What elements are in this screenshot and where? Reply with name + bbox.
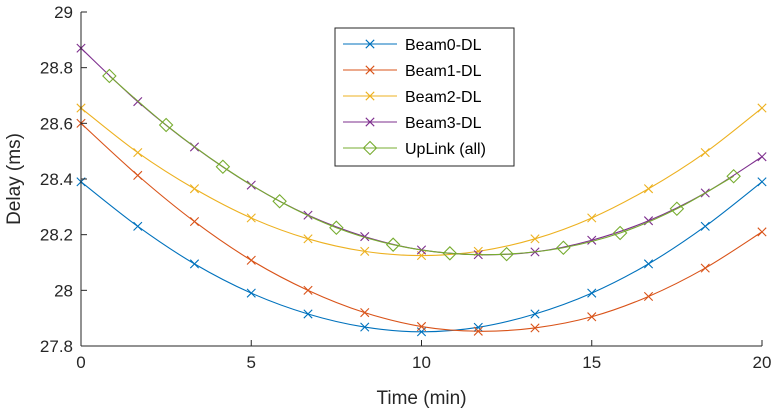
data-point-uplink-all [556, 240, 571, 256]
legend-label-beam3-dl: Beam3-DL [405, 115, 482, 132]
data-point-uplink-all [215, 159, 231, 175]
x-tick-label: 10 [412, 353, 431, 372]
data-point-beam2-dl [757, 103, 767, 113]
data-point-beam1-dl [133, 170, 143, 180]
axes-layer: 0 5 10 15 20 27.8 28 28.2 28.4 28.6 28.8 29 [40, 3, 772, 372]
x-tick-label: 0 [76, 353, 85, 372]
y-tick-label: 28.2 [40, 226, 73, 245]
data-point-uplink-all [272, 193, 287, 209]
data-point-beam2-dl [700, 147, 710, 158]
legend: Beam0-DL Beam1-DL Beam2-DL Beam3-DL UpLink (… [334, 27, 515, 167]
legend-marker-beam3-dl [365, 117, 375, 127]
data-point-uplink-all [442, 246, 458, 261]
data-point-beam1-dl [700, 263, 710, 273]
y-tick-label: 28.8 [40, 59, 73, 78]
data-point-beam0-dl [530, 309, 540, 319]
data-point-beam1-dl [757, 227, 767, 237]
data-point-beam0-dl [189, 259, 200, 269]
data-point-uplink-all [499, 246, 514, 262]
y-axis-title: Delay (ms) [4, 133, 25, 225]
series-beam0-dl [76, 177, 767, 337]
data-point-beam3-dl [360, 232, 370, 242]
data-point-beam0-dl [133, 221, 143, 231]
data-point-beam1-dl [246, 255, 256, 265]
data-point-beam0-dl [757, 177, 767, 187]
data-point-beam1-dl [643, 291, 654, 302]
x-tick-label: 15 [582, 353, 601, 372]
data-point-beam2-dl [246, 213, 256, 223]
legend-label-beam1-dl: Beam1-DL [405, 63, 482, 80]
legend-marker-uplink-all [362, 140, 378, 156]
data-point-beam1-dl [303, 285, 313, 295]
data-point-beam2-dl [530, 234, 540, 244]
data-point-beam1-dl [360, 308, 370, 318]
legend-marker-beam2-dl [365, 91, 375, 101]
data-point-beam2-dl [189, 184, 200, 194]
x-axis-title: Time (min) [376, 388, 466, 409]
series-layer [76, 43, 767, 337]
y-tick-label: 28 [54, 281, 73, 300]
data-point-beam2-dl [133, 147, 143, 158]
x-tick-label: 5 [247, 353, 256, 372]
data-point-uplink-all [726, 168, 741, 184]
y-tick-label: 28.6 [40, 114, 73, 133]
data-point-beam1-dl [530, 323, 540, 333]
x-tick-label: 20 [753, 353, 772, 372]
data-point-beam2-dl [303, 234, 313, 244]
data-point-beam2-dl [587, 213, 597, 223]
data-point-beam1-dl [473, 326, 483, 336]
data-point-uplink-all [669, 201, 685, 217]
data-point-uplink-all [612, 225, 628, 241]
legend-label-beam0-dl: Beam0-DL [405, 37, 482, 54]
data-point-beam0-dl [246, 288, 256, 298]
y-tick-label: 27.8 [40, 337, 73, 356]
data-point-uplink-all [329, 220, 344, 235]
data-point-beam2-dl [643, 184, 654, 194]
data-point-beam3-dl [757, 152, 767, 162]
data-point-beam1-dl [416, 321, 427, 332]
data-point-beam2-dl [360, 246, 370, 256]
series-beam1-dl [76, 118, 767, 336]
legend-label-beam2-dl: Beam2-DL [405, 89, 482, 106]
series-uplink-all [102, 68, 741, 262]
y-tick-label: 29 [54, 3, 73, 22]
data-point-beam0-dl [360, 322, 370, 332]
data-point-beam0-dl [587, 288, 597, 298]
legend-marker-beam0-dl [365, 39, 375, 49]
data-point-uplink-all [385, 237, 401, 252]
data-point-uplink-all [102, 68, 117, 84]
legend-marker-beam1-dl [365, 65, 375, 75]
data-point-beam0-dl [643, 259, 654, 269]
data-point-beam1-dl [189, 216, 200, 227]
data-point-beam0-dl [473, 322, 483, 332]
legend-label-uplink-all: UpLink (all) [405, 141, 486, 158]
y-tick-label: 28.4 [40, 170, 73, 189]
data-point-beam0-dl [700, 221, 710, 231]
data-point-uplink-all [158, 117, 174, 133]
legend-box [334, 27, 515, 167]
series-line-uplink-all [109, 75, 734, 256]
data-point-beam1-dl [587, 312, 597, 322]
data-point-beam0-dl [303, 309, 313, 319]
data-point-beam3-dl [587, 235, 597, 245]
